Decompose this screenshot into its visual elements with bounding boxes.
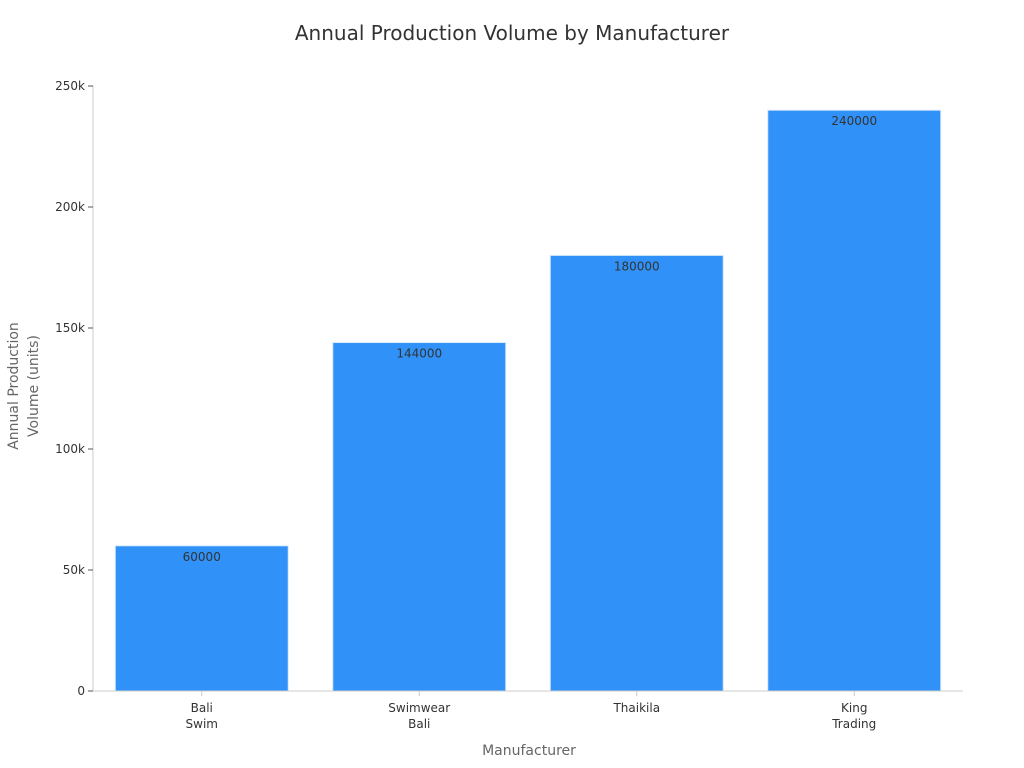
y-axis-label: Annual Production Volume (units) [6,322,42,450]
x-tick-label-2-line-1: Swimwear [388,701,450,715]
y-tick-label-6: 250k [55,79,85,93]
bar-3 [549,254,724,692]
x-tick-label-2-line-2: Bali [408,717,430,731]
y-axis-label-line-1: Annual Production [6,322,22,450]
x-axis-label: Manufacturer [482,743,576,759]
y-tick-label-4: 150k [55,321,85,335]
data-label-1: 60000 [183,550,221,564]
x-tick-label-1-line-2: Swim [186,717,218,731]
y-axis-label-line-2: Volume (units) [26,335,42,437]
bar-4 [767,109,942,692]
y-tick-label-3: 100k [55,442,85,456]
data-label-4: 240000 [831,114,877,128]
plot-area: 60000 Bali Swim 144000 Swimwear Bali 180000 Tha… [55,79,963,731]
x-tick-label-4-line-2: Trading [831,717,876,731]
y-tick-label-5: 200k [55,200,85,214]
data-label-3: 180000 [614,259,660,273]
chart-title: Annual Production Volume by Manufacturer [295,21,730,45]
x-tick-label-1-line-1: Bali [191,701,213,715]
x-tick-label-3-line-1: Thaikila [612,701,660,715]
bar-1 [114,545,289,692]
y-tick-label-2: 50k [63,563,85,577]
x-tick-label-4-line-1: King [841,701,867,715]
bar-2 [332,342,507,692]
y-tick-label-1: 0 [77,684,85,698]
data-label-2: 144000 [396,347,442,361]
